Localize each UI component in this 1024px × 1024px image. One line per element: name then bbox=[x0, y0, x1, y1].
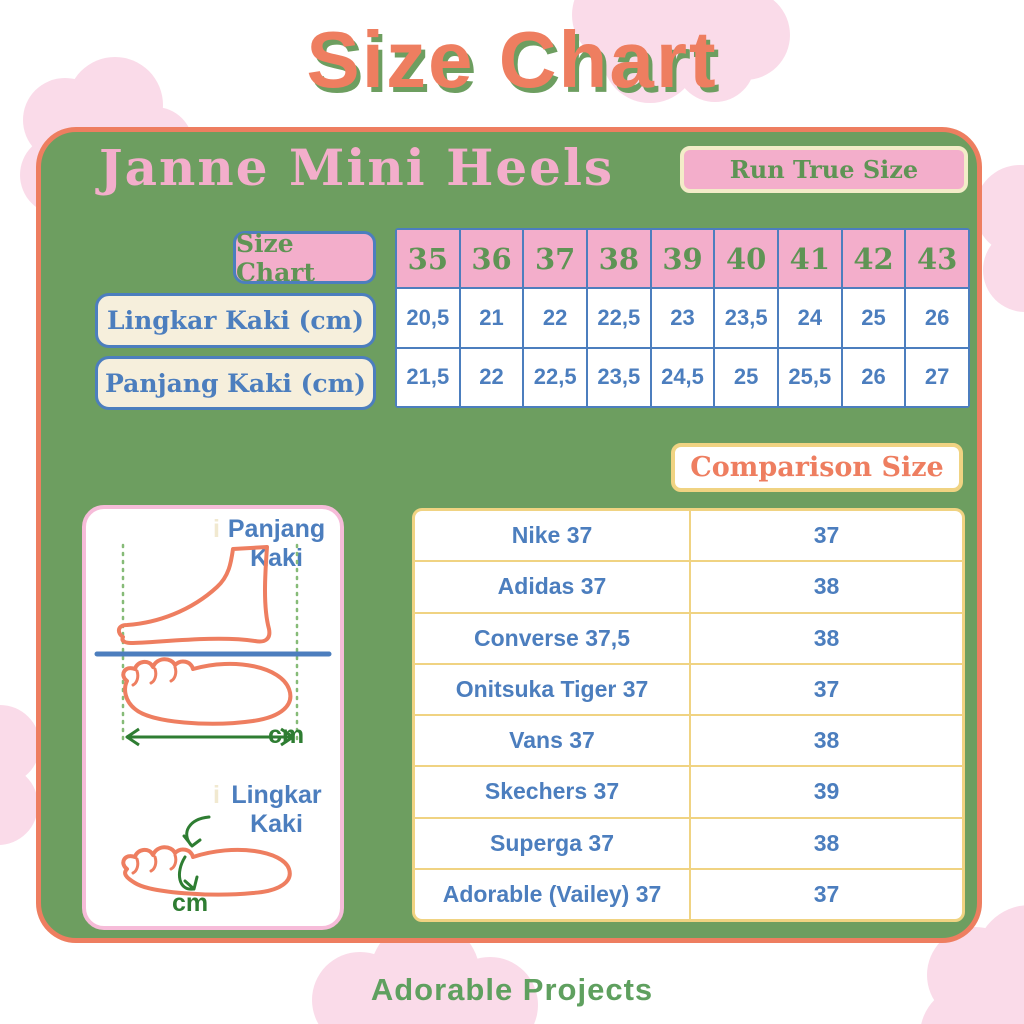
product-name: Janne Mini Heels bbox=[99, 138, 615, 197]
girth-row-label: Lingkar Kaki (cm) bbox=[95, 293, 376, 348]
size-header-cell: 37 bbox=[524, 230, 586, 288]
comparison-brand-cell: Converse 37,5 bbox=[415, 613, 689, 663]
foot-length-diagram bbox=[94, 543, 332, 747]
length-cell: 23,5 bbox=[588, 348, 650, 406]
girth-unit-label: cm bbox=[172, 889, 209, 917]
size-header-cell: 43 bbox=[906, 230, 968, 288]
girth-cell: 24 bbox=[779, 289, 841, 347]
length-cell: 21,5 bbox=[397, 348, 459, 406]
size-header-cell: 40 bbox=[715, 230, 777, 288]
length-cell: 25 bbox=[715, 348, 777, 406]
size-table: 35 36 37 38 39 40 41 42 43 20,5 21 22 22… bbox=[395, 228, 970, 408]
comparison-brand-cell: Skechers 37 bbox=[415, 767, 689, 817]
comparison-size-cell: 37 bbox=[691, 664, 962, 714]
foot-girth-diagram bbox=[121, 815, 292, 897]
length-unit-label: cm bbox=[268, 721, 305, 749]
girth-cell: 22 bbox=[524, 289, 586, 347]
girth-cell: 23 bbox=[651, 289, 714, 347]
size-header-cell: 39 bbox=[651, 230, 714, 288]
brand-footer: Adorable Projects bbox=[370, 972, 654, 1007]
comparison-size-cell: 37 bbox=[691, 869, 962, 919]
girth-cell: 21 bbox=[460, 289, 523, 347]
comparison-size-header: Comparison Size bbox=[671, 443, 963, 492]
page-title: Size Chart bbox=[306, 15, 718, 104]
comparison-brand-cell: Nike 37 bbox=[415, 511, 689, 561]
length-cell: 26 bbox=[842, 348, 905, 406]
comparison-size-cell: 37 bbox=[691, 511, 962, 561]
measure-diagram-card: Panjang Kaki i cm Lingkar Kaki i bbox=[82, 505, 344, 930]
fit-badge: Run True Size bbox=[680, 146, 968, 193]
girth-cell: 26 bbox=[906, 289, 968, 347]
size-table-corner-label: Size Chart bbox=[233, 229, 376, 287]
size-header-cell: 35 bbox=[397, 230, 459, 288]
comparison-size-cell: 38 bbox=[691, 716, 962, 766]
length-cell: 22 bbox=[460, 348, 523, 406]
comparison-table: Nike 37 37 Adidas 37 38 Converse 37,5 38… bbox=[412, 508, 965, 922]
comparison-size-cell: 38 bbox=[691, 562, 962, 612]
comparison-brand-cell: Adidas 37 bbox=[415, 562, 689, 612]
girth-cell: 20,5 bbox=[397, 289, 459, 347]
girth-cell: 25 bbox=[842, 289, 905, 347]
comparison-brand-cell: Superga 37 bbox=[415, 818, 689, 868]
comparison-size-cell: 38 bbox=[691, 818, 962, 868]
size-header-cell: 36 bbox=[460, 230, 523, 288]
length-cell: 25,5 bbox=[779, 348, 841, 406]
size-header-cell: 42 bbox=[842, 230, 905, 288]
length-row-label: Panjang Kaki (cm) bbox=[95, 356, 376, 410]
comparison-size-cell: 38 bbox=[691, 613, 962, 663]
comparison-brand-cell: Onitsuka Tiger 37 bbox=[415, 664, 689, 714]
size-header-cell: 38 bbox=[588, 230, 650, 288]
comparison-brand-cell: Adorable (Vailey) 37 bbox=[415, 869, 689, 919]
size-header-cell: 41 bbox=[779, 230, 841, 288]
comparison-brand-cell: Vans 37 bbox=[415, 716, 689, 766]
girth-cell: 23,5 bbox=[715, 289, 777, 347]
length-cell: 24,5 bbox=[651, 348, 714, 406]
length-cell: 27 bbox=[906, 348, 968, 406]
length-cell: 22,5 bbox=[524, 348, 586, 406]
size-chart-panel: Janne Mini Heels Run True Size Size Char… bbox=[36, 127, 982, 943]
comparison-size-cell: 39 bbox=[691, 767, 962, 817]
girth-cell: 22,5 bbox=[588, 289, 650, 347]
